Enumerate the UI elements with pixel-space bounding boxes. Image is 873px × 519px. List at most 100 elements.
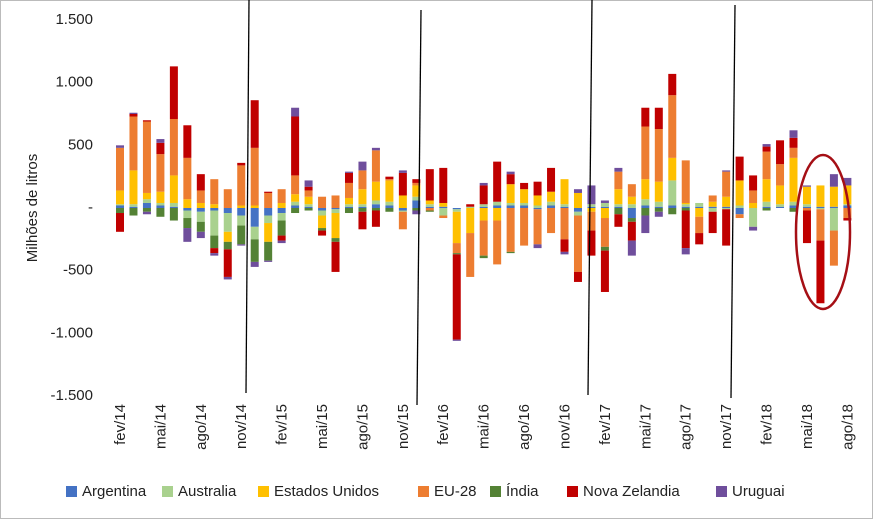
bar-segment	[506, 174, 515, 185]
y-tick-label: -1.000	[50, 324, 93, 341]
x-tick-label: nov/17	[718, 404, 735, 449]
bar-segment	[614, 208, 623, 215]
bar-segment	[358, 161, 367, 171]
bar-segment	[318, 228, 327, 231]
bar-segment	[210, 208, 219, 211]
bar-segment	[129, 206, 138, 208]
bar-segment	[654, 211, 663, 217]
bar-segment	[533, 181, 542, 196]
bar-segment	[264, 191, 273, 193]
bar-segment	[627, 221, 636, 241]
bar-segment	[789, 130, 798, 138]
bar-segment	[789, 137, 798, 148]
bar-segment	[277, 208, 286, 214]
bar-segment	[749, 190, 758, 203]
legend-swatch	[258, 486, 269, 497]
bar-segment	[627, 196, 636, 205]
bar-segment	[708, 211, 717, 234]
bar-segment	[506, 184, 515, 203]
bar-segment	[304, 186, 313, 191]
bar-segment	[802, 210, 811, 244]
bar-segment	[493, 201, 502, 206]
bar-segment	[412, 210, 421, 215]
bar-segment	[250, 147, 259, 206]
bar-segment	[600, 206, 609, 208]
bar-segment	[479, 208, 488, 221]
x-tick-label: fev/17	[597, 404, 614, 445]
legend-swatch	[162, 486, 173, 497]
bar-segment	[129, 116, 138, 171]
bar-segment	[789, 208, 798, 212]
bar-segment	[344, 172, 353, 183]
bar-segment	[681, 206, 690, 208]
bar-segment	[452, 339, 461, 341]
bar-segment	[304, 206, 313, 208]
bar-segment	[466, 206, 475, 208]
bar-segment	[344, 208, 353, 214]
bar-segment	[681, 208, 690, 211]
bar-segment	[183, 228, 192, 242]
bar-segment	[142, 192, 151, 200]
bar-segment	[264, 260, 273, 262]
bar-segment	[250, 100, 259, 148]
bar-segment	[116, 205, 124, 208]
bar-segment	[142, 211, 151, 215]
bar-segment	[668, 73, 677, 96]
bar-segment	[237, 208, 246, 216]
bar-segment	[183, 199, 192, 208]
bar-segment	[223, 189, 232, 208]
y-axis-title: Milhões de litros	[24, 154, 41, 262]
bar-segment	[614, 189, 623, 205]
bar-segment	[156, 191, 165, 203]
bar-segment	[169, 206, 178, 208]
bar-segment	[681, 248, 690, 255]
x-tick-label: mai/17	[637, 404, 654, 449]
bar-segment	[802, 206, 811, 208]
bar-segment	[264, 215, 273, 224]
bar-segment	[318, 196, 327, 208]
bar-segment	[681, 160, 690, 203]
bar-segment	[695, 216, 704, 234]
bar-segment	[116, 190, 124, 205]
bar-segment	[169, 175, 178, 203]
bar-segment	[210, 204, 219, 208]
bar-segment	[318, 215, 327, 229]
bar-segment	[129, 114, 138, 117]
bar-segment	[668, 180, 677, 206]
bar-segment	[344, 197, 353, 205]
x-tick-label: ago/14	[193, 404, 210, 450]
bar-segment	[129, 208, 138, 216]
bar-segment	[156, 205, 165, 208]
x-tick-label: ago/18	[839, 404, 856, 450]
bar-segment	[627, 208, 636, 219]
x-tick-label: ago/15	[354, 404, 371, 450]
bar-segment	[250, 226, 259, 240]
bar-segment	[331, 238, 340, 242]
bar-segment	[304, 208, 313, 211]
bar-segment	[695, 233, 704, 245]
bar-segment	[573, 271, 582, 282]
bar-segment	[358, 211, 367, 230]
bar-segment	[843, 177, 852, 186]
bar-segment	[641, 208, 650, 216]
bar-segment	[762, 144, 771, 147]
bar-segment	[156, 139, 165, 143]
x-tick-label: ago/16	[516, 404, 533, 450]
y-tick-label: 500	[68, 136, 93, 153]
bar-segment	[641, 107, 650, 127]
bar-segment	[493, 208, 502, 221]
bar-segment	[439, 208, 448, 216]
bar-segment	[223, 213, 232, 232]
bar-segment	[547, 201, 556, 206]
bar-segment	[789, 205, 798, 208]
bar-segment	[547, 191, 556, 202]
bar-segment	[789, 201, 798, 206]
bar-segment	[425, 208, 434, 211]
bar-segment	[627, 240, 636, 256]
bar-segment	[223, 208, 232, 214]
bar-segment	[358, 206, 367, 208]
bar-segment	[116, 147, 124, 191]
bar-segment	[331, 195, 340, 208]
divider	[416, 9, 422, 406]
